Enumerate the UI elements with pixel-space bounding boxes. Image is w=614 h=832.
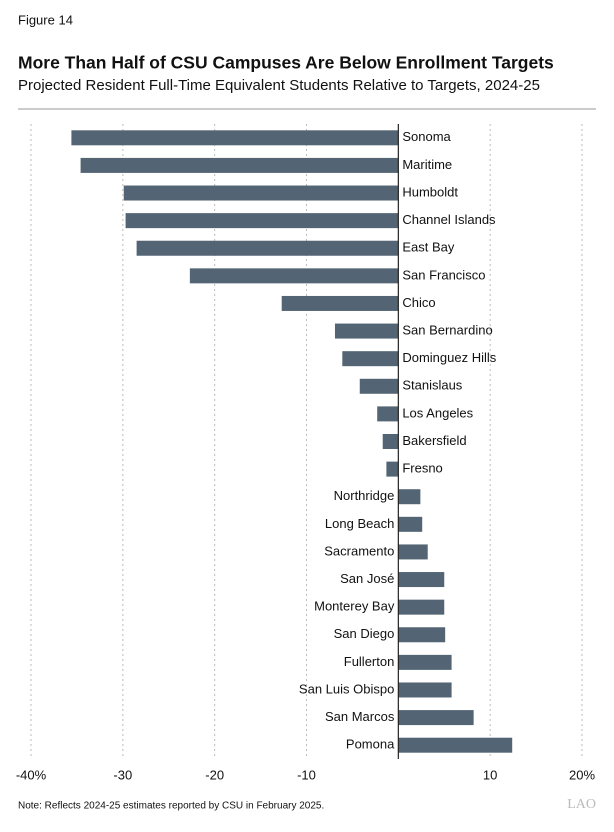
bar xyxy=(359,378,399,394)
category-label: East Bay xyxy=(402,240,455,255)
category-label: Bakersfield xyxy=(402,433,466,448)
x-tick-label: -10 xyxy=(297,767,316,782)
bar xyxy=(398,682,452,698)
x-tick-label: -40% xyxy=(16,767,47,782)
bar xyxy=(342,351,399,367)
bar xyxy=(398,654,452,670)
bar xyxy=(136,240,399,256)
category-label: Fresno xyxy=(402,461,442,476)
bar xyxy=(334,323,399,339)
bar xyxy=(398,737,513,753)
x-tick-label: 10 xyxy=(483,767,497,782)
bar xyxy=(398,489,421,505)
category-label: San Luis Obispo xyxy=(299,681,394,696)
x-tick-label: -30 xyxy=(113,767,132,782)
bar xyxy=(382,434,399,449)
category-label: Fullerton xyxy=(344,654,395,669)
note: Note: Reflects 2024-25 estimates reporte… xyxy=(18,801,324,812)
bar xyxy=(398,544,428,560)
category-label: San Francisco xyxy=(402,267,485,282)
bar xyxy=(398,710,474,726)
category-label: Maritime xyxy=(402,157,452,172)
category-label: Stanislaus xyxy=(402,378,462,393)
bar xyxy=(123,185,399,201)
bar xyxy=(398,572,445,588)
category-label: Sacramento xyxy=(324,543,394,558)
x-tick-label: -20 xyxy=(205,767,224,782)
bar xyxy=(398,627,446,643)
category-label: Long Beach xyxy=(325,516,394,531)
category-label: Pomona xyxy=(346,737,395,752)
category-label: Los Angeles xyxy=(402,405,473,420)
bar xyxy=(386,461,399,477)
bar xyxy=(281,295,399,311)
bar xyxy=(189,268,399,284)
category-label: San Marcos xyxy=(325,709,395,724)
category-label: Monterey Bay xyxy=(314,599,395,614)
x-tick-label: 20% xyxy=(569,767,595,782)
bar xyxy=(80,157,399,173)
chart-subtitle: Projected Resident Full-Time Equivalent … xyxy=(18,77,540,94)
chart-title: More Than Half of CSU Campuses Are Below… xyxy=(18,53,554,73)
category-label: Dominguez Hills xyxy=(402,350,496,365)
bar xyxy=(377,406,399,422)
figure-label: Figure 14 xyxy=(18,12,73,27)
category-label: Chico xyxy=(402,295,435,310)
category-label: Humboldt xyxy=(402,184,458,199)
bar xyxy=(398,599,445,615)
bar xyxy=(125,213,399,229)
logo: LAO xyxy=(567,797,596,812)
category-label: San Bernardino xyxy=(402,323,492,338)
category-label: Sonoma xyxy=(402,129,451,144)
bar xyxy=(398,516,423,532)
category-label: San Diego xyxy=(334,626,395,641)
bar xyxy=(71,130,399,146)
category-label: Channel Islands xyxy=(402,212,496,227)
category-label: Northridge xyxy=(334,488,395,503)
category-label: San José xyxy=(340,571,394,586)
